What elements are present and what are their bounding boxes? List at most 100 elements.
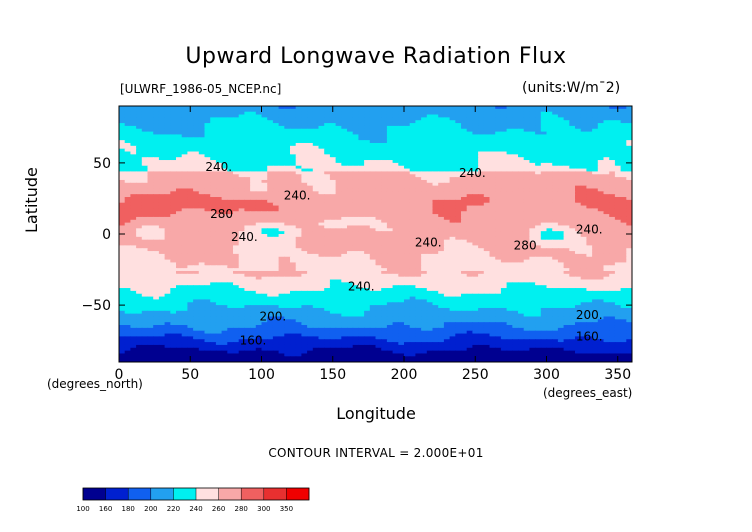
field-cell xyxy=(130,202,137,207)
field-cell xyxy=(580,219,587,224)
field-cell xyxy=(455,120,462,124)
field-cell xyxy=(398,219,405,224)
field-cell xyxy=(495,211,502,215)
field-cell xyxy=(609,197,616,201)
field-cell xyxy=(478,177,485,181)
field-cell xyxy=(261,162,268,167)
field-cell xyxy=(221,157,228,161)
field-cell xyxy=(495,111,502,116)
field-cell xyxy=(415,108,422,113)
field-cell xyxy=(478,154,485,158)
field-cell xyxy=(221,211,228,215)
field-cell xyxy=(221,145,228,150)
field-cell xyxy=(495,182,502,187)
field-cell xyxy=(438,225,445,229)
field-cell xyxy=(153,106,160,110)
field-cell xyxy=(341,194,348,198)
field-cell xyxy=(119,108,126,113)
field-cell xyxy=(518,188,525,192)
field-cell xyxy=(614,154,622,158)
field-cell xyxy=(261,140,268,144)
field-cell xyxy=(575,165,582,170)
field-cell xyxy=(466,251,473,255)
field-cell xyxy=(233,137,240,141)
field-cell xyxy=(483,214,491,218)
field-cell xyxy=(153,185,160,190)
field-cell xyxy=(255,234,263,238)
field-cell xyxy=(381,236,388,241)
field-cell xyxy=(489,142,496,147)
field-cell xyxy=(261,128,268,133)
field-cell xyxy=(221,222,228,227)
field-cell xyxy=(124,228,131,232)
field-cell xyxy=(597,214,605,218)
field-cell xyxy=(204,106,211,110)
field-cell xyxy=(506,165,513,170)
field-cell xyxy=(267,131,274,136)
field-cell xyxy=(523,236,530,241)
field-cell xyxy=(398,222,405,227)
field-cell xyxy=(580,236,587,241)
field-cell xyxy=(409,165,416,170)
field-cell xyxy=(597,191,605,195)
field-cell xyxy=(324,234,331,238)
field-cell xyxy=(215,259,223,264)
field-cell xyxy=(318,154,325,158)
field-cell xyxy=(158,202,166,207)
field-cell xyxy=(295,140,302,144)
field-cell xyxy=(569,199,576,204)
field-cell xyxy=(272,157,280,161)
field-cell xyxy=(176,151,183,155)
field-cell xyxy=(250,142,257,147)
field-cell xyxy=(557,199,565,204)
field-cell xyxy=(500,142,508,147)
field-cell xyxy=(233,168,240,173)
field-cell xyxy=(250,168,257,173)
field-cell xyxy=(518,131,525,136)
field-cell xyxy=(204,197,211,201)
field-cell xyxy=(341,140,348,144)
field-cell xyxy=(158,154,166,158)
field-cell xyxy=(563,117,570,121)
field-cell xyxy=(329,111,337,116)
field-cell xyxy=(267,165,274,170)
field-cell xyxy=(318,142,325,147)
field-cell xyxy=(176,137,183,141)
field-cell xyxy=(295,214,302,218)
field-cell xyxy=(489,245,496,249)
field-cell xyxy=(620,154,627,158)
field-cell xyxy=(472,154,479,158)
field-cell xyxy=(255,205,263,209)
field-cell xyxy=(307,177,314,181)
field-cell xyxy=(278,111,285,116)
field-cell xyxy=(449,185,456,190)
field-cell xyxy=(626,111,632,116)
field-cell xyxy=(586,145,593,150)
field-cell xyxy=(563,225,570,229)
field-cell xyxy=(404,125,411,130)
field-cell xyxy=(364,216,371,221)
field-cell xyxy=(546,191,553,195)
field-cell xyxy=(284,242,291,246)
field-cell xyxy=(620,219,627,224)
field-cell xyxy=(523,214,530,218)
field-cell xyxy=(272,137,280,141)
field-cell xyxy=(495,171,502,175)
field-cell xyxy=(210,194,217,198)
field-cell xyxy=(181,188,188,192)
field-cell xyxy=(426,106,434,110)
field-cell xyxy=(335,137,342,141)
field-cell xyxy=(455,234,462,238)
field-cell xyxy=(592,165,599,170)
field-cell xyxy=(609,128,616,133)
field-cell xyxy=(540,245,548,249)
field-cell xyxy=(158,171,166,175)
field-cell xyxy=(261,106,268,110)
field-cell xyxy=(421,253,428,258)
field-cell xyxy=(483,157,491,161)
field-cell xyxy=(250,128,257,133)
field-cell xyxy=(523,211,530,215)
field-cell xyxy=(398,245,405,249)
field-cell xyxy=(540,131,548,136)
field-cell xyxy=(318,231,325,235)
